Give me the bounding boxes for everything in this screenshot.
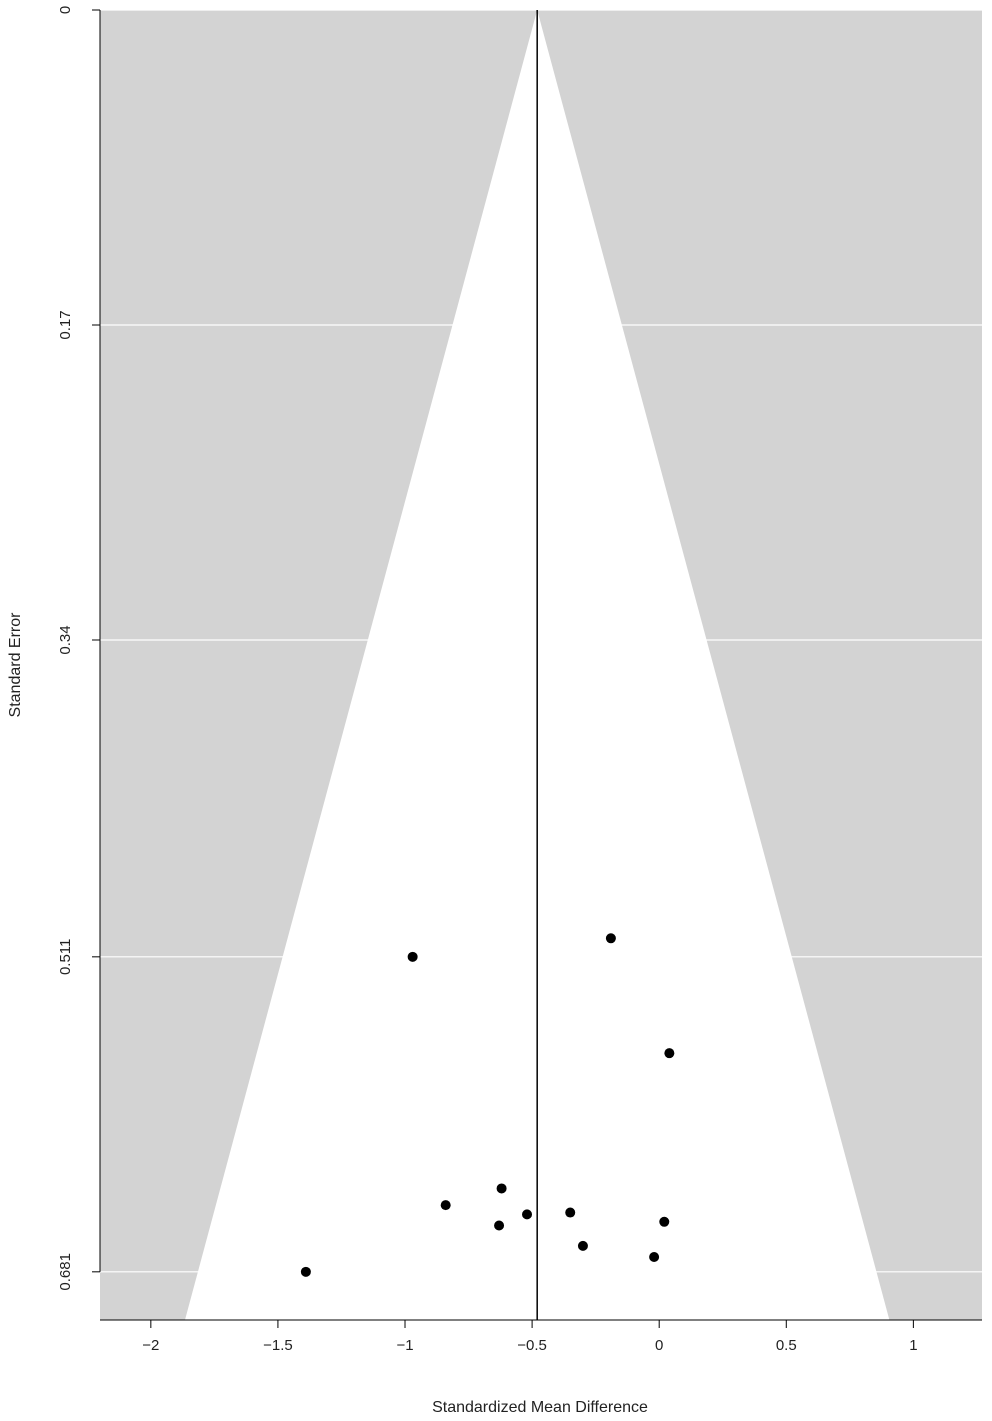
axes: 0 0.17 0.34 0.511 0.681 −2 −1.5 −1 −0.5 0 0.5 1 xyxy=(57,6,982,1354)
y-tick-label: 0.34 xyxy=(57,625,74,654)
study-point xyxy=(496,1183,507,1194)
y-tick-label: 0.681 xyxy=(57,1253,74,1291)
x-tick-label: 1 xyxy=(909,1337,917,1354)
y-tick-label: 0.17 xyxy=(57,310,74,339)
study-point xyxy=(565,1207,576,1218)
x-tick-label: −1 xyxy=(396,1337,413,1354)
x-tick-label: 0.5 xyxy=(776,1337,797,1354)
study-point xyxy=(577,1240,588,1251)
x-tick-label: −0.5 xyxy=(517,1337,547,1354)
y-tick-label: 0 xyxy=(57,6,74,14)
x-tick-label: −1.5 xyxy=(263,1337,293,1354)
study-point xyxy=(494,1220,505,1231)
study-point xyxy=(649,1252,660,1263)
study-point xyxy=(300,1266,311,1277)
study-point xyxy=(407,951,418,962)
study-point xyxy=(522,1209,533,1220)
study-point xyxy=(659,1216,670,1227)
x-tick-label: −2 xyxy=(142,1337,159,1354)
study-point xyxy=(605,933,616,944)
study-point xyxy=(440,1200,451,1211)
y-axis-title: Standard Error xyxy=(7,612,24,718)
y-tick-label: 0.511 xyxy=(57,939,74,975)
study-point xyxy=(664,1048,675,1059)
x-tick-label: 0 xyxy=(655,1337,663,1354)
plot-area xyxy=(100,9,982,1320)
x-axis-title: Standardized Mean Difference xyxy=(432,1399,648,1416)
